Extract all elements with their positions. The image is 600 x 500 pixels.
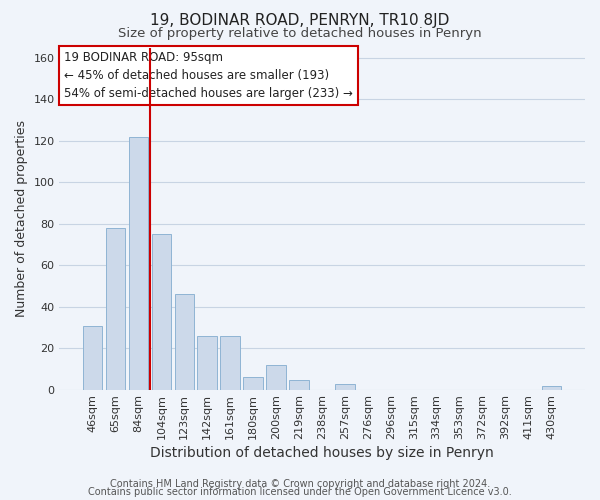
Bar [83,326,102,390]
Bar [542,386,561,390]
X-axis label: Distribution of detached houses by size in Penryn: Distribution of detached houses by size … [150,446,494,460]
Bar [266,365,286,390]
Bar [106,228,125,390]
Y-axis label: Number of detached properties: Number of detached properties [15,120,28,317]
Text: Size of property relative to detached houses in Penryn: Size of property relative to detached ho… [118,28,482,40]
Text: 19, BODINAR ROAD, PENRYN, TR10 8JD: 19, BODINAR ROAD, PENRYN, TR10 8JD [151,12,449,28]
Bar [128,136,148,390]
Bar [220,336,240,390]
Bar [175,294,194,390]
Bar [152,234,171,390]
Text: Contains public sector information licensed under the Open Government Licence v3: Contains public sector information licen… [88,487,512,497]
Bar [197,336,217,390]
Text: 19 BODINAR ROAD: 95sqm
← 45% of detached houses are smaller (193)
54% of semi-de: 19 BODINAR ROAD: 95sqm ← 45% of detached… [64,51,353,100]
Text: Contains HM Land Registry data © Crown copyright and database right 2024.: Contains HM Land Registry data © Crown c… [110,479,490,489]
Bar [244,378,263,390]
Bar [289,380,309,390]
Bar [335,384,355,390]
